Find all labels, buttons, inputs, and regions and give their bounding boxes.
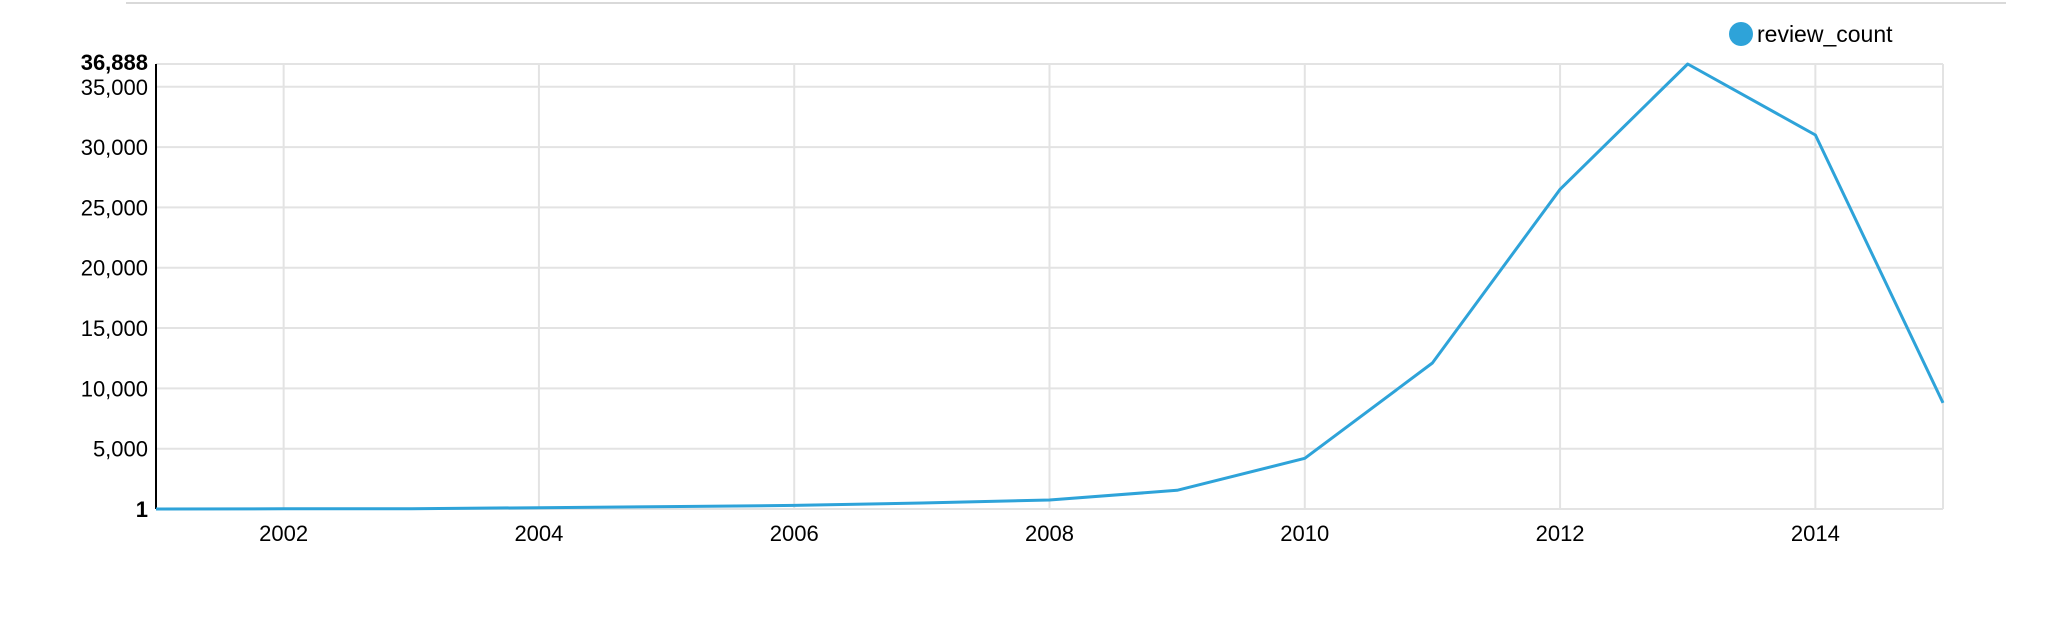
x-tick-label: 2012 [1536,521,1585,546]
y-tick-label: 10,000 [81,376,148,401]
y-tick-label: 20,000 [81,256,148,281]
y-max-label: 36,888 [81,50,148,75]
legend-label-review-count: review_count [1757,21,1893,47]
legend-dot-review-count [1729,22,1753,46]
chart-top-border [126,0,2006,4]
legend[interactable]: review_count [1729,21,1893,47]
x-axis-labels: 2002 2004 2006 2008 2010 2012 2014 [259,521,1840,546]
y-tick-label: 25,000 [81,195,148,220]
x-tick-label: 2004 [514,521,563,546]
series-lines [155,62,1945,511]
x-tick-label: 2014 [1791,521,1840,546]
y-tick-label: 5,000 [93,437,148,462]
y-min-label: 1 [136,497,148,522]
x-tick-label: 2002 [259,521,308,546]
y-tick-label: 30,000 [81,135,148,160]
x-tick-label: 2010 [1280,521,1329,546]
vertical-gridlines [282,64,1944,509]
x-tick-label: 2008 [1025,521,1074,546]
x-tick-label: 2006 [770,521,819,546]
y-tick-label: 35,000 [81,75,148,100]
y-tick-label: 15,000 [81,316,148,341]
y-axis-labels: 5,000 10,000 15,000 20,000 25,000 30,000 35,00… [81,50,148,522]
series-line-review-count [155,62,1945,511]
